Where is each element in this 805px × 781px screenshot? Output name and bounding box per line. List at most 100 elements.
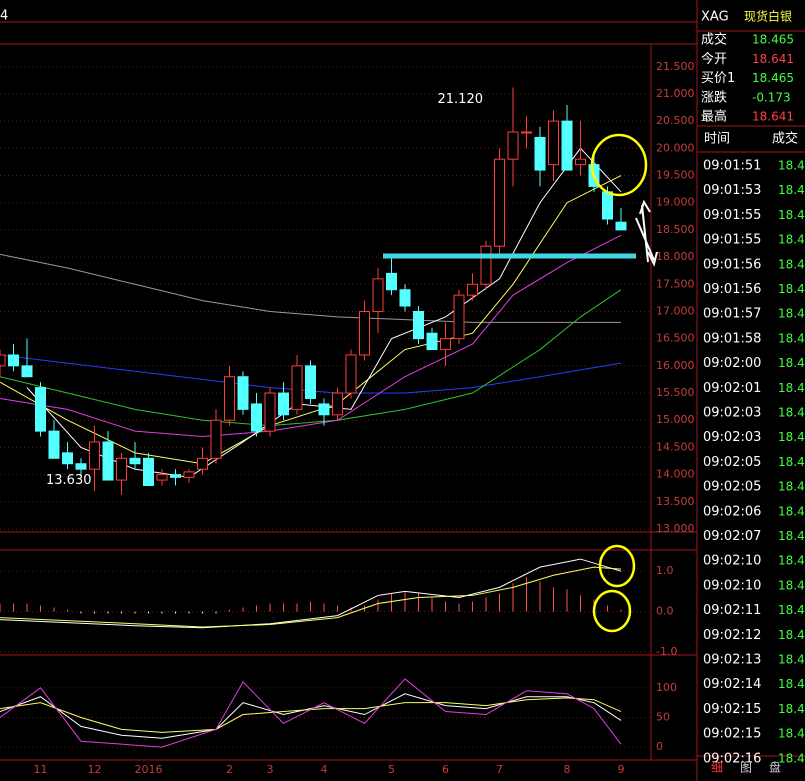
tab[interactable]: 图	[740, 761, 752, 775]
trade-time: 09:02:13	[703, 653, 761, 668]
candle-body	[359, 310, 370, 356]
y-tick-label: -1.0	[656, 645, 677, 658]
candle-body	[48, 430, 60, 459]
candle-body	[210, 419, 222, 459]
trade-price: 18.4	[778, 504, 805, 518]
trade-price: 18.4	[778, 183, 805, 197]
trade-time: 09:02:03	[703, 430, 761, 445]
trade-time: 09:02:15	[703, 727, 761, 742]
trade-time: 09:01:56	[703, 282, 761, 297]
x-tick-label: 6	[442, 763, 449, 776]
y-tick-label: 14.000	[656, 468, 695, 481]
trade-price: 18.4	[778, 653, 805, 667]
trade-time: 09:02:06	[703, 504, 761, 519]
candle-body	[453, 294, 465, 340]
candle-body	[534, 136, 546, 171]
indicator-line	[0, 566, 622, 628]
candle-body	[156, 474, 168, 481]
quote-code: XAG	[701, 10, 729, 25]
y-tick-label: 100	[656, 681, 677, 694]
candle-body	[507, 131, 519, 160]
candle-body	[183, 471, 195, 478]
y-tick-label: 21.500	[656, 60, 695, 73]
y-tick-label: 21.000	[656, 87, 695, 100]
x-tick-label: 2	[226, 763, 233, 776]
quote-value: 18.465	[752, 71, 794, 85]
trade-price: 18.4	[778, 208, 805, 222]
x-tick-label: 4	[321, 763, 328, 776]
candle-body	[372, 278, 384, 312]
quote-label: 最高	[701, 109, 727, 125]
trade-price: 18.4	[778, 727, 805, 741]
trade-price: 18.4	[778, 159, 805, 173]
indicator-line	[0, 693, 622, 739]
x-tick-label: 8	[564, 763, 571, 776]
candle-body	[332, 392, 343, 416]
indicator-line	[26, 147, 622, 478]
trade-price: 18.4	[778, 307, 805, 321]
candle-body	[102, 441, 114, 481]
trade-price: 18.4	[778, 356, 805, 370]
trade-price: 18.4	[778, 381, 805, 395]
indicator-line	[0, 175, 622, 465]
code: 4	[0, 9, 8, 24]
x-tick-label: 11	[34, 763, 48, 776]
candle-body	[264, 392, 276, 432]
candle-body	[575, 158, 586, 166]
candle-body	[291, 365, 303, 410]
trade-time: 09:01:53	[703, 183, 761, 198]
candle-body	[318, 403, 330, 416]
trade-time: 09:02:10	[703, 578, 761, 593]
candle-body	[237, 376, 249, 410]
trade-time: 09:02:05	[703, 480, 761, 495]
trade-time: 09:02:05	[703, 455, 761, 470]
x-tick-label: 2016	[135, 763, 163, 776]
indicator-line	[0, 354, 622, 394]
candle-body	[305, 365, 316, 399]
quote-value: -0.173	[752, 90, 791, 104]
trade-time: 09:02:01	[703, 381, 761, 396]
trade-time: 09:02:07	[703, 529, 761, 544]
candle-body	[386, 272, 397, 291]
trade-price: 18.4	[778, 406, 805, 420]
candle-body	[62, 452, 73, 465]
indicator-line	[0, 678, 622, 748]
quote-value: 18.641	[752, 52, 794, 66]
candle-body	[224, 376, 235, 421]
candle-body	[345, 354, 357, 394]
tab[interactable]: 盘	[769, 760, 781, 775]
low-label: 13.630	[46, 473, 92, 488]
candle-body	[440, 338, 451, 351]
trade-price: 18.4	[778, 529, 805, 543]
candle-body	[21, 365, 33, 378]
y-tick-label: 18.000	[656, 250, 695, 263]
tab[interactable]: 细	[711, 761, 723, 775]
trade-time: 09:02:12	[703, 628, 761, 643]
high-label: 21.120	[438, 92, 484, 107]
candle-body	[116, 457, 127, 481]
trade-price: 18.4	[778, 233, 805, 247]
candle-body	[521, 131, 532, 134]
trade-time: 09:02:11	[703, 603, 761, 618]
quote-label: 涨跌	[701, 89, 727, 105]
trade-price: 18.4	[778, 603, 805, 617]
trade-time: 09:01:58	[703, 331, 761, 346]
candle-body	[561, 120, 573, 171]
trade-price: 18.4	[778, 257, 805, 271]
quote-label: 买价1	[701, 71, 735, 86]
quote-value: 18.641	[752, 110, 794, 124]
trade-price: 18.4	[778, 554, 805, 568]
trade-price: 18.4	[778, 578, 805, 592]
candle-body	[467, 283, 478, 296]
y-tick-label: 15.000	[656, 413, 695, 426]
y-tick-label: 18.500	[656, 223, 695, 236]
y-tick-label: 16.000	[656, 359, 695, 372]
trade-time: 09:01:51	[703, 159, 761, 174]
candle-body	[426, 332, 438, 351]
y-tick-label: 13.500	[656, 495, 695, 508]
y-tick-label: 1.0	[656, 564, 674, 577]
indicator-line	[0, 234, 622, 438]
candle-body	[413, 310, 424, 340]
candle-body	[480, 245, 492, 285]
